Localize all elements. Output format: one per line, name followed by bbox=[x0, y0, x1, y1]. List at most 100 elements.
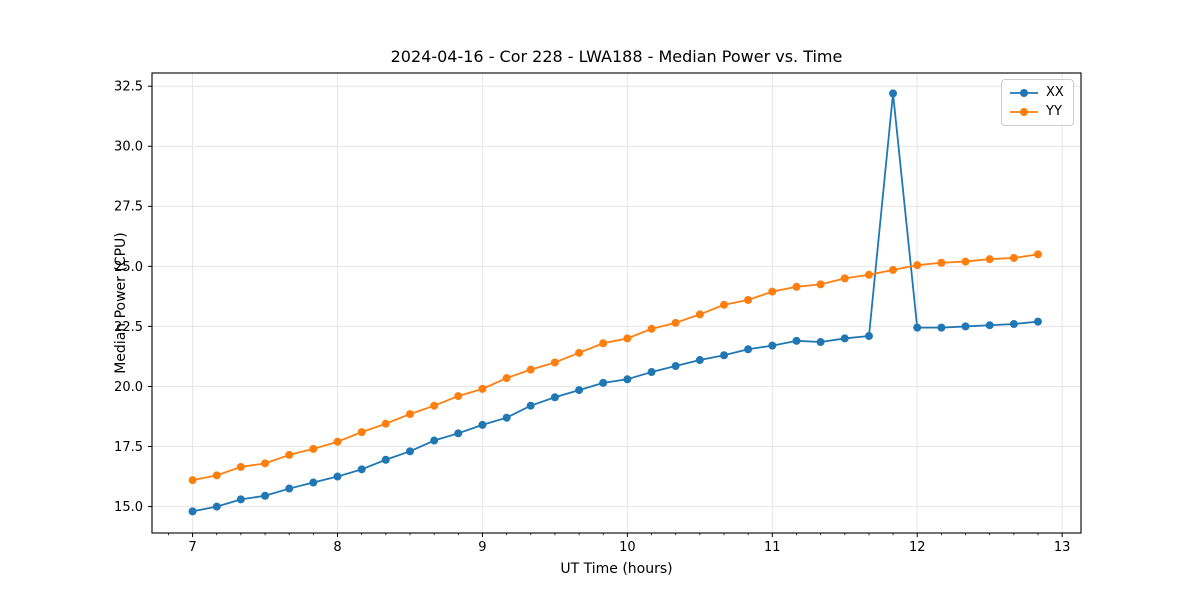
marker-yy bbox=[309, 444, 318, 453]
marker-xx bbox=[913, 323, 922, 332]
y-tick-label: 25.0 bbox=[114, 260, 143, 275]
marker-xx bbox=[575, 386, 584, 395]
marker-xx bbox=[1033, 317, 1042, 326]
marker-yy bbox=[188, 476, 197, 485]
marker-yy bbox=[430, 401, 439, 410]
marker-yy bbox=[792, 282, 801, 291]
marker-yy bbox=[454, 392, 463, 401]
legend-item-xx: XX bbox=[1009, 85, 1064, 101]
x-tick-label: 8 bbox=[333, 540, 341, 555]
marker-xx bbox=[454, 429, 463, 438]
marker-yy bbox=[671, 318, 680, 327]
marker-xx bbox=[502, 413, 511, 422]
marker-yy bbox=[840, 274, 849, 283]
marker-yy bbox=[236, 462, 245, 471]
legend-swatch-icon bbox=[1010, 89, 1038, 97]
marker-yy bbox=[550, 358, 559, 367]
marker-xx bbox=[840, 334, 849, 343]
y-tick-label: 20.0 bbox=[114, 380, 143, 395]
marker-yy bbox=[744, 295, 753, 304]
marker-xx bbox=[188, 507, 197, 516]
marker-yy bbox=[1009, 253, 1018, 262]
marker-xx bbox=[647, 368, 656, 377]
marker-xx bbox=[309, 478, 318, 487]
marker-xx bbox=[671, 362, 680, 371]
legend-swatch-icon bbox=[1010, 108, 1038, 116]
x-tick-label: 10 bbox=[619, 540, 636, 555]
marker-yy bbox=[647, 324, 656, 333]
marker-yy bbox=[695, 310, 704, 319]
marker-xx bbox=[285, 484, 294, 493]
marker-yy bbox=[405, 410, 414, 419]
marker-yy bbox=[623, 334, 632, 343]
legend: XX YY bbox=[1001, 79, 1074, 126]
y-tick-label: 32.5 bbox=[114, 80, 143, 95]
marker-xx bbox=[357, 465, 366, 474]
marker-xx bbox=[623, 375, 632, 384]
marker-yy bbox=[768, 287, 777, 296]
marker-xx bbox=[550, 393, 559, 402]
y-tick-label: 27.5 bbox=[114, 200, 143, 215]
legend-item-yy: YY bbox=[1009, 104, 1064, 120]
marker-yy bbox=[937, 258, 946, 267]
marker-yy bbox=[212, 471, 221, 480]
marker-xx bbox=[1009, 320, 1018, 329]
y-tick-label: 22.5 bbox=[114, 320, 143, 335]
marker-xx bbox=[526, 401, 535, 410]
marker-yy bbox=[381, 419, 390, 428]
marker-yy bbox=[575, 348, 584, 357]
marker-xx bbox=[792, 336, 801, 345]
marker-xx bbox=[816, 338, 825, 347]
marker-xx bbox=[937, 323, 946, 332]
marker-yy bbox=[285, 450, 294, 459]
marker-yy bbox=[864, 270, 873, 279]
marker-xx bbox=[720, 351, 729, 360]
x-axis-label: UT Time (hours) bbox=[560, 561, 673, 577]
series-line-yy bbox=[192, 253, 1039, 482]
marker-xx bbox=[261, 491, 270, 500]
marker-xx bbox=[478, 420, 487, 429]
x-tick-label: 13 bbox=[1054, 540, 1071, 555]
marker-xx bbox=[236, 495, 245, 504]
y-tick-label: 15.0 bbox=[114, 500, 143, 515]
axes-frame bbox=[151, 72, 1082, 534]
marker-yy bbox=[261, 459, 270, 468]
marker-xx bbox=[405, 447, 414, 456]
marker-xx bbox=[599, 378, 608, 387]
marker-xx bbox=[430, 436, 439, 445]
x-tick-label: 7 bbox=[188, 540, 196, 555]
marker-xx bbox=[768, 341, 777, 350]
x-tick-label: 11 bbox=[764, 540, 781, 555]
legend-label: XX bbox=[1046, 85, 1064, 100]
marker-xx bbox=[864, 332, 873, 341]
x-tick-label: 12 bbox=[909, 540, 926, 555]
y-tick-label: 30.0 bbox=[114, 140, 143, 155]
marker-yy bbox=[816, 280, 825, 289]
marker-yy bbox=[357, 428, 366, 437]
chart-title: 2024-04-16 - Cor 228 - LWA188 - Median P… bbox=[390, 47, 843, 66]
marker-yy bbox=[526, 365, 535, 374]
marker-yy bbox=[333, 437, 342, 446]
marker-xx bbox=[381, 455, 390, 464]
marker-yy bbox=[478, 384, 487, 393]
marker-yy bbox=[599, 339, 608, 348]
marker-yy bbox=[1033, 250, 1042, 259]
marker-xx bbox=[695, 356, 704, 365]
y-tick-label: 17.5 bbox=[114, 440, 143, 455]
marker-xx bbox=[333, 472, 342, 481]
marker-yy bbox=[961, 257, 970, 266]
marker-yy bbox=[913, 261, 922, 270]
marker-yy bbox=[502, 374, 511, 383]
marker-xx bbox=[889, 89, 898, 98]
series-line-xx bbox=[192, 92, 1039, 513]
marker-xx bbox=[961, 322, 970, 331]
marker-xx bbox=[744, 345, 753, 354]
marker-yy bbox=[889, 265, 898, 274]
legend-label: YY bbox=[1046, 104, 1062, 119]
marker-yy bbox=[720, 300, 729, 309]
marker-xx bbox=[212, 502, 221, 511]
marker-xx bbox=[985, 321, 994, 330]
marker-yy bbox=[985, 255, 994, 264]
